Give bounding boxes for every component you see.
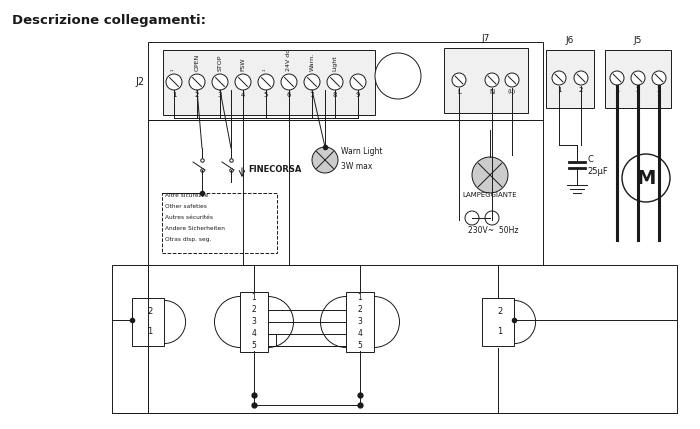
Text: 2: 2 <box>579 87 583 93</box>
Text: Altre sicurezze: Altre sicurezze <box>165 193 209 198</box>
Text: Light: Light <box>332 55 337 71</box>
Circle shape <box>465 211 479 225</box>
Text: 25μF: 25μF <box>587 166 608 175</box>
Text: J6: J6 <box>566 36 574 45</box>
Bar <box>546 50 594 108</box>
Text: 9: 9 <box>356 92 360 98</box>
Text: Descrizione collegamenti:: Descrizione collegamenti: <box>12 14 206 27</box>
Circle shape <box>258 74 274 90</box>
Text: ¹: ¹ <box>172 69 176 71</box>
Bar <box>444 48 528 113</box>
Circle shape <box>472 157 508 193</box>
Text: 1: 1 <box>172 92 176 98</box>
Text: 5: 5 <box>264 92 268 98</box>
Text: 1: 1 <box>615 87 620 93</box>
Text: 3: 3 <box>251 317 256 326</box>
Text: LAMPEGGIANTE: LAMPEGGIANTE <box>463 192 517 198</box>
Circle shape <box>166 74 182 90</box>
Circle shape <box>505 73 519 87</box>
Circle shape <box>304 74 320 90</box>
Bar <box>346 292 374 352</box>
Text: C: C <box>587 154 593 163</box>
Circle shape <box>631 71 645 85</box>
Bar <box>240 292 268 352</box>
Text: 4: 4 <box>358 329 363 338</box>
Text: 5: 5 <box>251 341 256 350</box>
Bar <box>112 265 677 413</box>
Text: 3W max: 3W max <box>341 162 372 171</box>
Text: 1: 1 <box>556 87 561 93</box>
Text: 2: 2 <box>195 92 200 98</box>
Text: 1: 1 <box>498 327 503 336</box>
Text: Autres sécurités: Autres sécurités <box>165 215 213 220</box>
Circle shape <box>350 74 366 90</box>
Text: Otras disp. seg.: Otras disp. seg. <box>165 237 211 242</box>
Text: (L): (L) <box>508 89 516 94</box>
Text: 2: 2 <box>498 308 503 317</box>
Text: Andere Sicherheiten: Andere Sicherheiten <box>165 226 225 231</box>
Bar <box>162 193 277 253</box>
Text: 6: 6 <box>287 92 291 98</box>
Text: 5: 5 <box>358 341 363 350</box>
Text: 1: 1 <box>148 327 153 336</box>
Text: J2: J2 <box>136 77 145 87</box>
Text: Other safeties: Other safeties <box>165 204 207 209</box>
Text: M: M <box>636 169 656 187</box>
Text: FSW: FSW <box>241 57 246 71</box>
Text: 1: 1 <box>251 293 256 302</box>
Text: FINECORSA: FINECORSA <box>248 166 302 175</box>
Text: 7: 7 <box>309 92 314 98</box>
Text: L: L <box>457 89 461 95</box>
Bar <box>132 298 164 346</box>
Text: 2: 2 <box>251 305 256 314</box>
Text: ¹: ¹ <box>263 69 269 71</box>
Text: 3: 3 <box>358 317 363 326</box>
Circle shape <box>452 73 466 87</box>
Text: 2: 2 <box>636 87 640 93</box>
Text: 230V~  50Hz: 230V~ 50Hz <box>468 226 519 235</box>
Circle shape <box>327 74 343 90</box>
Text: N: N <box>489 89 495 95</box>
Bar <box>605 50 671 108</box>
Text: 1: 1 <box>358 293 363 302</box>
Circle shape <box>189 74 205 90</box>
Text: 8: 8 <box>332 92 337 98</box>
Circle shape <box>375 53 421 99</box>
Circle shape <box>552 71 566 85</box>
Text: STOP: STOP <box>218 54 223 71</box>
Text: OPEN: OPEN <box>195 54 200 71</box>
Circle shape <box>485 73 499 87</box>
Bar <box>163 50 375 115</box>
Text: J5: J5 <box>634 36 642 45</box>
Bar <box>482 298 514 346</box>
Bar <box>148 42 543 120</box>
Text: 4: 4 <box>241 92 245 98</box>
Text: 2: 2 <box>358 305 363 314</box>
Circle shape <box>485 211 499 225</box>
Text: Warn.: Warn. <box>309 53 314 71</box>
Circle shape <box>652 71 666 85</box>
Text: Warn Light: Warn Light <box>341 147 382 156</box>
Text: 24V dc: 24V dc <box>286 49 291 71</box>
Circle shape <box>281 74 297 90</box>
Circle shape <box>235 74 251 90</box>
Text: J7: J7 <box>482 34 490 43</box>
Text: 3: 3 <box>218 92 223 98</box>
Circle shape <box>574 71 588 85</box>
Circle shape <box>212 74 228 90</box>
Circle shape <box>312 147 338 173</box>
Text: 2: 2 <box>148 308 153 317</box>
Text: 3: 3 <box>657 87 661 93</box>
Text: 4: 4 <box>251 329 256 338</box>
Circle shape <box>622 154 670 202</box>
Circle shape <box>610 71 624 85</box>
